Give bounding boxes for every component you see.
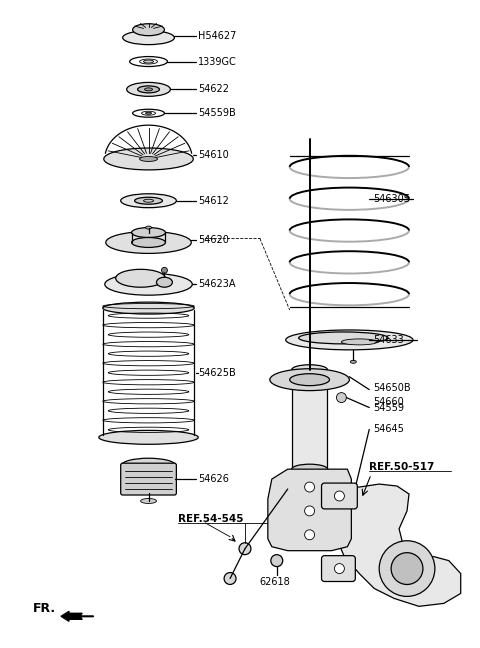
FancyBboxPatch shape: [322, 555, 355, 581]
Text: FR.: FR.: [33, 602, 56, 615]
Text: 54630S: 54630S: [373, 194, 410, 203]
FancyBboxPatch shape: [120, 463, 176, 495]
Ellipse shape: [105, 273, 192, 295]
Ellipse shape: [144, 88, 153, 91]
Ellipse shape: [132, 24, 165, 36]
Ellipse shape: [134, 197, 162, 204]
Circle shape: [335, 491, 344, 501]
Ellipse shape: [300, 365, 320, 374]
Text: 54625B: 54625B: [198, 367, 236, 378]
Ellipse shape: [299, 332, 388, 344]
Text: 54559B: 54559B: [198, 108, 236, 118]
Ellipse shape: [116, 270, 166, 287]
Ellipse shape: [122, 458, 175, 472]
Text: 54622: 54622: [198, 84, 229, 95]
Circle shape: [161, 268, 168, 273]
Ellipse shape: [141, 498, 156, 503]
Text: 1339GC: 1339GC: [198, 56, 237, 67]
Ellipse shape: [127, 82, 170, 97]
Text: 54623A: 54623A: [198, 279, 236, 289]
Ellipse shape: [140, 156, 157, 161]
Text: 54633: 54633: [373, 335, 404, 345]
Ellipse shape: [286, 330, 413, 350]
Circle shape: [271, 555, 283, 566]
Ellipse shape: [138, 86, 159, 93]
FancyBboxPatch shape: [292, 370, 327, 469]
Text: 54610: 54610: [198, 150, 229, 160]
Circle shape: [305, 506, 314, 516]
Ellipse shape: [156, 277, 172, 287]
Ellipse shape: [350, 360, 356, 364]
Text: 54650B: 54650B: [373, 382, 411, 393]
Text: 54612: 54612: [198, 196, 229, 205]
Text: 54645: 54645: [373, 424, 404, 434]
Circle shape: [391, 553, 423, 584]
Ellipse shape: [106, 231, 192, 253]
Text: REF.54-545: REF.54-545: [179, 514, 244, 524]
Ellipse shape: [292, 365, 327, 375]
Ellipse shape: [144, 60, 154, 63]
Polygon shape: [327, 484, 461, 607]
Ellipse shape: [99, 430, 198, 445]
Ellipse shape: [341, 339, 377, 345]
Text: REF.50-517: REF.50-517: [369, 462, 434, 472]
Ellipse shape: [103, 302, 194, 314]
Text: 62618: 62618: [259, 577, 289, 588]
Ellipse shape: [123, 30, 174, 45]
Circle shape: [224, 573, 236, 584]
Polygon shape: [268, 469, 351, 551]
Circle shape: [239, 543, 251, 555]
FancyBboxPatch shape: [322, 483, 357, 509]
Ellipse shape: [132, 227, 166, 238]
Ellipse shape: [290, 374, 329, 386]
Circle shape: [305, 530, 314, 540]
FancyArrow shape: [61, 611, 81, 621]
Ellipse shape: [145, 226, 152, 229]
Circle shape: [336, 393, 347, 402]
Ellipse shape: [132, 238, 166, 248]
Ellipse shape: [270, 369, 349, 391]
Ellipse shape: [104, 148, 193, 170]
Text: 54626: 54626: [198, 474, 229, 484]
Ellipse shape: [145, 112, 152, 114]
Circle shape: [305, 482, 314, 492]
Circle shape: [343, 500, 351, 508]
Circle shape: [379, 540, 435, 596]
Ellipse shape: [292, 464, 327, 474]
Ellipse shape: [120, 194, 176, 207]
Text: 54620: 54620: [198, 235, 229, 246]
Text: 54660: 54660: [373, 397, 404, 406]
Text: 54559: 54559: [373, 402, 404, 413]
Text: H54627: H54627: [198, 30, 237, 41]
Circle shape: [335, 564, 344, 573]
